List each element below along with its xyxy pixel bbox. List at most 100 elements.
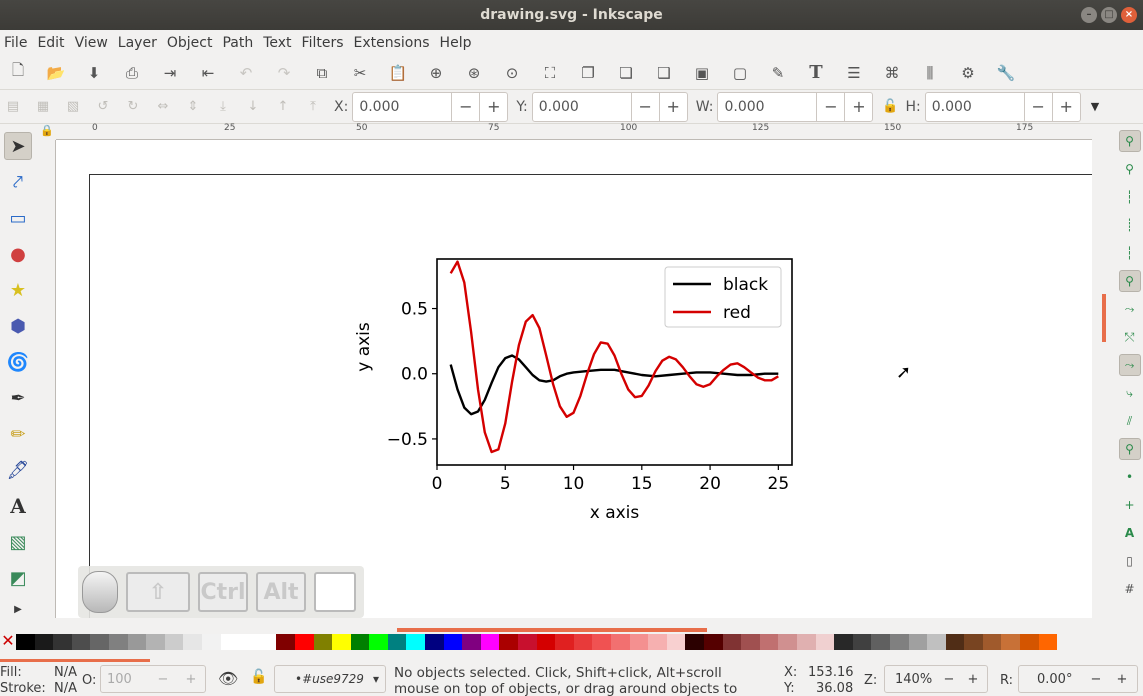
node-tool-icon[interactable]: ⤤ [12,171,24,193]
w-decrement-button[interactable]: − [816,92,844,121]
h-decrement-button[interactable]: − [1023,92,1052,121]
color-swatch[interactable] [648,634,667,650]
color-swatch[interactable] [834,634,853,650]
color-swatch[interactable] [573,634,593,650]
color-swatch[interactable] [164,634,184,650]
color-swatch[interactable] [276,634,295,650]
color-swatch[interactable] [685,634,704,650]
tweak-tool-icon[interactable]: ◩ [9,567,27,589]
toolbar-overflow-icon[interactable]: ▼ [1090,100,1100,113]
color-swatch[interactable] [908,634,928,650]
print-icon[interactable]: ⎙ [125,63,138,82]
color-swatch[interactable] [350,634,370,650]
h-spinbox[interactable]: 0.000 − + [924,91,1081,122]
export-icon[interactable]: ⇤ [201,63,215,82]
color-swatch[interactable] [34,634,54,650]
color-swatch[interactable] [611,634,630,650]
vertical-scroll-thumb[interactable] [1102,294,1106,342]
x-spinbox[interactable]: 0.000 − + [352,91,509,122]
duplicate-icon[interactable]: ❐ [581,63,595,82]
toolbox-more-icon[interactable]: ▶ [14,604,22,615]
color-swatch[interactable] [964,634,983,650]
color-swatch[interactable] [499,634,519,650]
color-swatch[interactable] [480,634,500,650]
color-swatch[interactable] [127,634,147,650]
color-swatch[interactable] [741,634,760,650]
vertical-scrollbar[interactable] [1094,140,1108,618]
color-swatch[interactable] [71,634,91,650]
opacity-spinbox[interactable]: 100 − + [100,665,206,693]
opacity-value[interactable]: 100 [107,671,132,687]
pencil-tool-icon[interactable]: ✏ [10,423,26,445]
redo-icon[interactable]: ↷ [277,63,291,82]
w-increment-button[interactable]: + [844,92,872,121]
menu-extensions[interactable]: Extensions [353,34,430,51]
color-swatch[interactable] [592,634,611,650]
h-increment-button[interactable]: + [1051,92,1080,121]
color-swatch[interactable] [239,634,258,650]
menu-edit[interactable]: Edit [37,34,65,51]
color-swatch[interactable] [1038,634,1058,650]
w-spinbox[interactable]: 0.000 − + [717,91,874,122]
menu-object[interactable]: Object [166,34,213,51]
ruler-lock-icon[interactable]: 🔒 [40,124,54,137]
y-value[interactable]: 0.000 [538,98,579,115]
color-swatch[interactable] [313,634,333,650]
fill-value[interactable]: N/A [54,665,77,680]
ellipse-tool-icon[interactable]: ● [10,243,26,265]
rotate-ccw-icon[interactable]: ↺ [97,99,109,114]
w-value[interactable]: 0.000 [724,98,765,115]
zoom-spinbox[interactable]: 140% − + [884,665,988,693]
paste-icon[interactable]: 📋 [388,63,408,82]
menu-filters[interactable]: Filters [301,34,344,51]
color-swatch[interactable] [871,634,890,650]
zoom-increment-button[interactable]: + [967,671,979,687]
x-decrement-button[interactable]: − [451,92,479,121]
color-swatch[interactable] [555,634,574,650]
snap-paths-icon[interactable]: ⤳ [1124,301,1135,316]
color-swatch[interactable] [927,634,946,650]
y-increment-button[interactable]: + [658,92,687,121]
select-all-icon[interactable]: ▤ [6,99,20,114]
color-swatch[interactable] [53,634,72,650]
color-swatch[interactable] [90,634,109,650]
opacity-decrement-button[interactable]: − [157,671,169,687]
maximize-button[interactable]: □ [1101,7,1117,23]
vertical-ruler[interactable] [38,140,56,618]
new-document-icon[interactable]: 🗋 [11,61,25,79]
preferences-icon[interactable]: ⚙ [961,63,975,82]
color-swatch[interactable] [536,634,556,650]
fill-stroke-icon[interactable]: ✎ [771,63,785,82]
menu-help[interactable]: Help [439,34,472,51]
star-tool-icon[interactable]: ★ [9,279,27,301]
drawing-canvas[interactable]: 0 5 10 15 20 25 0.5 0.0 −0.5 x axis y axis black red… [56,140,1092,618]
zoom-selection-icon[interactable]: ⊕ [429,63,443,82]
color-swatch[interactable] [201,634,221,650]
text-font-icon[interactable]: T [809,62,823,83]
snap-intersections-icon[interactable]: ⤲ [1124,329,1135,344]
eye-icon[interactable]: 👁 [218,669,239,688]
select-all-layers-icon[interactable]: ▦ [36,99,50,114]
color-swatch[interactable] [1001,634,1021,650]
opacity-increment-button[interactable]: + [185,671,197,687]
snap-bbox-edges-icon[interactable]: ┆ [1125,190,1134,204]
color-swatch[interactable] [852,634,872,650]
color-swatch[interactable] [796,634,816,650]
menu-file[interactable]: File [4,34,28,51]
cut-icon[interactable]: ✂ [353,63,367,82]
color-swatch[interactable] [387,634,407,650]
color-swatch[interactable] [220,634,240,650]
layers-icon[interactable]: ☰ [847,63,861,82]
clone-icon[interactable]: ❏ [619,63,633,82]
line-chart[interactable]: 0 5 10 15 20 25 0.5 0.0 −0.5 x axis y axis black red [56,140,1092,618]
calligraphy-tool-icon[interactable]: 🖋 [6,459,30,481]
color-swatch[interactable] [759,634,779,650]
spiral-tool-icon[interactable]: 🌀 [6,351,30,373]
color-swatch[interactable] [703,634,723,650]
color-swatch[interactable] [945,634,965,650]
open-icon[interactable]: 📂 [46,63,66,82]
align-distribute-icon[interactable]: ⫼ [926,63,934,82]
color-swatch[interactable] [518,634,537,650]
color-swatch[interactable] [108,634,128,650]
color-swatch[interactable] [425,634,444,650]
